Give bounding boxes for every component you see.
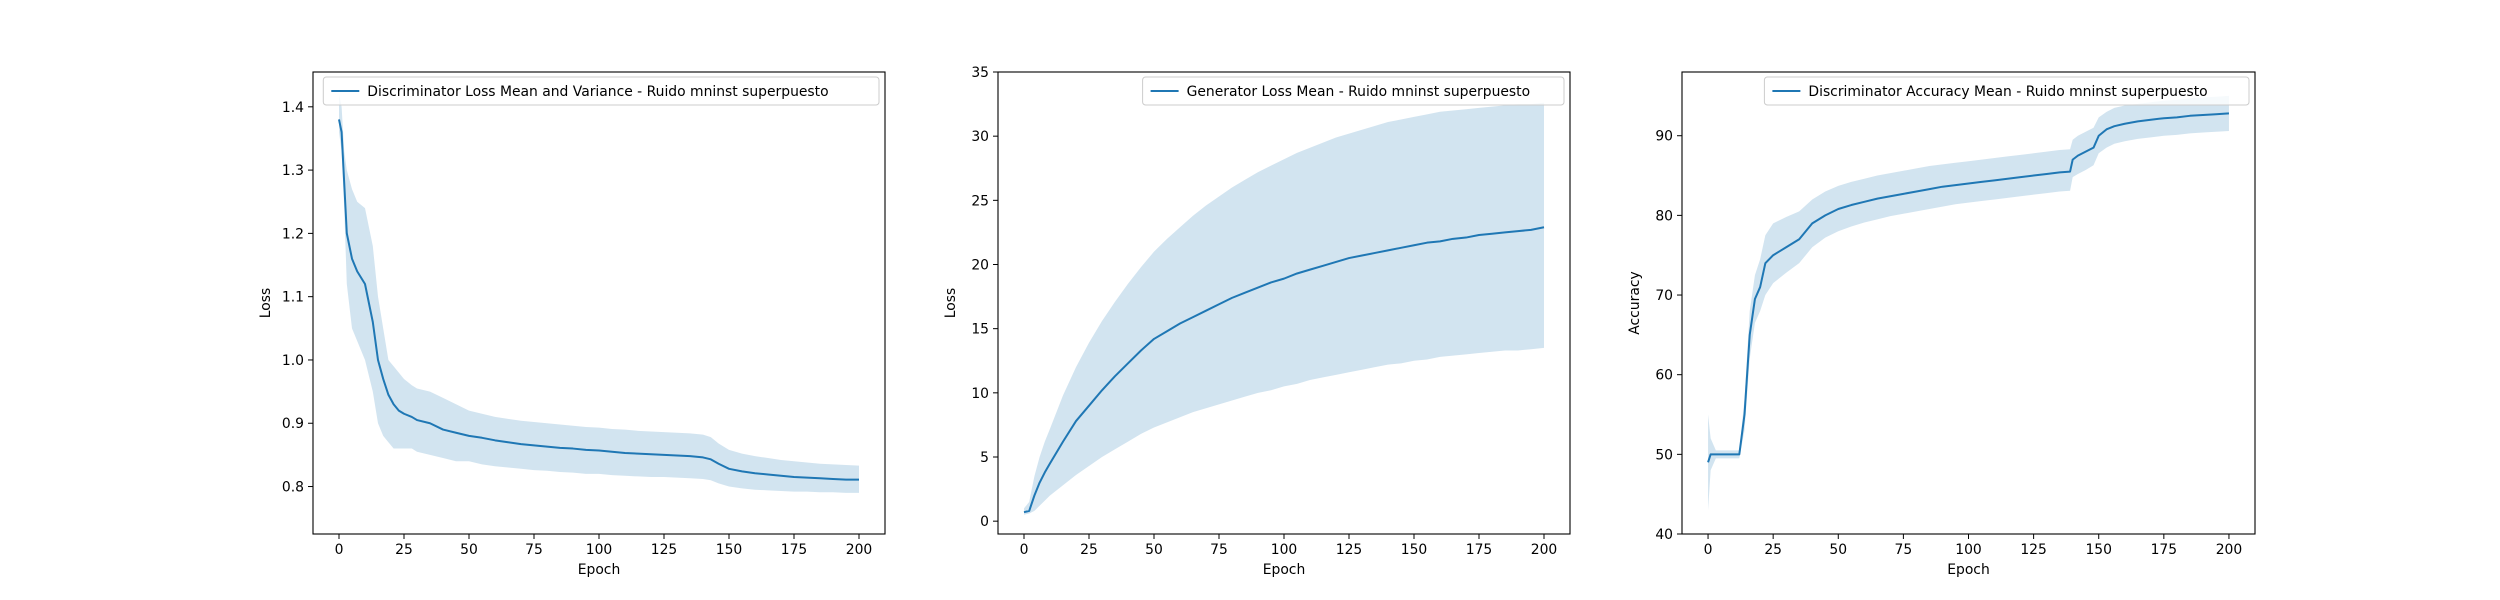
series-line xyxy=(338,119,859,481)
chart-3: 0 25 50 75 100 125 150 175 200 40 50 60 70 80 90 Epoch A… xyxy=(1627,71,2256,578)
x-tick-label: 50 xyxy=(1145,542,1163,558)
y-tick-label: 1.4 xyxy=(282,100,304,116)
plot-area xyxy=(338,94,859,493)
x-tick-label: 150 xyxy=(1401,542,1428,558)
y-tick-label: 1.0 xyxy=(282,353,304,369)
y-tick-label: 35 xyxy=(971,65,989,81)
series-line xyxy=(1707,112,2230,463)
y-tick-label: 80 xyxy=(1655,208,1673,224)
chart-2: 0 25 50 75 100 125 150 175 200 0 5 10 15 20 25 30 35 Epoc… xyxy=(943,65,1571,578)
x-tick-label: 0 xyxy=(1704,542,1713,558)
y-tick-label: 5 xyxy=(980,450,989,466)
x-tick-label: 200 xyxy=(1531,542,1558,558)
legend-label: Discriminator Accuracy Mean - Ruido mnin… xyxy=(1808,84,2207,100)
variance-band xyxy=(1708,95,2229,511)
x-tick-label: 75 xyxy=(1895,542,1913,558)
x-tick-label: 125 xyxy=(651,542,678,558)
x-tick-label: 50 xyxy=(1829,542,1847,558)
x-tick-label: 25 xyxy=(1080,542,1098,558)
x-tick-label: 200 xyxy=(846,542,873,558)
x-tick-label: 25 xyxy=(395,542,413,558)
legend-label: Discriminator Loss Mean and Variance - R… xyxy=(367,84,828,100)
y-tick-label: 90 xyxy=(1655,129,1673,145)
x-tick-label: 150 xyxy=(716,542,743,558)
plot-area xyxy=(1023,102,1545,515)
x-tick-label: 150 xyxy=(2085,542,2112,558)
y-tick-label: 1.1 xyxy=(282,290,304,306)
legend-box xyxy=(1763,76,2250,106)
x-tick-label: 25 xyxy=(1764,542,1782,558)
x-tick-label: 175 xyxy=(2151,542,2178,558)
y-tick-label: 60 xyxy=(1655,368,1673,384)
y-tick-label: 0 xyxy=(980,514,989,530)
y-tick-label: 30 xyxy=(971,129,989,145)
x-tick-label: 100 xyxy=(1955,542,1982,558)
x-axis-label: Epoch xyxy=(1263,562,1306,578)
y-tick-label: 40 xyxy=(1655,527,1673,543)
x-tick-label: 125 xyxy=(1336,542,1363,558)
x-tick-label: 175 xyxy=(1466,542,1493,558)
legend: Discriminator Accuracy Mean - Ruido mnin… xyxy=(1763,76,2250,106)
series-line xyxy=(1023,226,1545,514)
y-tick-label: 1.3 xyxy=(282,163,304,179)
x-tick-label: 50 xyxy=(460,542,478,558)
legend-box xyxy=(1142,76,1565,106)
y-tick-label: 20 xyxy=(971,258,989,274)
x-tick-label: 100 xyxy=(1271,542,1298,558)
legend: Discriminator Loss Mean and Variance - R… xyxy=(322,76,880,106)
y-tick-label: 70 xyxy=(1655,288,1673,304)
x-tick-label: 200 xyxy=(2216,542,2243,558)
x-tick-label: 0 xyxy=(335,542,344,558)
y-axis-label: Loss xyxy=(943,288,959,318)
y-tick-label: 50 xyxy=(1655,447,1673,463)
legend-label: Generator Loss Mean - Ruido mninst super… xyxy=(1187,84,1531,100)
y-tick-label: 10 xyxy=(971,386,989,402)
y-tick-label: 1.2 xyxy=(282,226,304,242)
chart-1: 0 25 50 75 100 125 150 175 200 0.8 0.9 1.0 1.1 1.2 1.3… xyxy=(258,71,886,578)
y-tick-label: 0.8 xyxy=(282,480,304,496)
plot-area xyxy=(1707,95,2230,511)
y-tick-label: 15 xyxy=(971,322,989,338)
variance-band xyxy=(1024,102,1544,515)
y-axis-label: Loss xyxy=(258,288,274,318)
x-tick-label: 75 xyxy=(1210,542,1228,558)
y-tick-label: 25 xyxy=(971,193,989,209)
legend: Generator Loss Mean - Ruido mninst super… xyxy=(1142,76,1565,106)
x-axis-label: Epoch xyxy=(578,562,621,578)
x-tick-label: 75 xyxy=(525,542,543,558)
y-axis-label: Accuracy xyxy=(1627,271,1643,334)
y-tick-label: 0.9 xyxy=(282,416,304,432)
x-axis-label: Epoch xyxy=(1947,562,1990,578)
legend-box xyxy=(322,76,880,106)
x-tick-label: 175 xyxy=(781,542,808,558)
x-tick-label: 0 xyxy=(1020,542,1029,558)
x-tick-label: 100 xyxy=(586,542,613,558)
x-tick-label: 125 xyxy=(2020,542,2047,558)
